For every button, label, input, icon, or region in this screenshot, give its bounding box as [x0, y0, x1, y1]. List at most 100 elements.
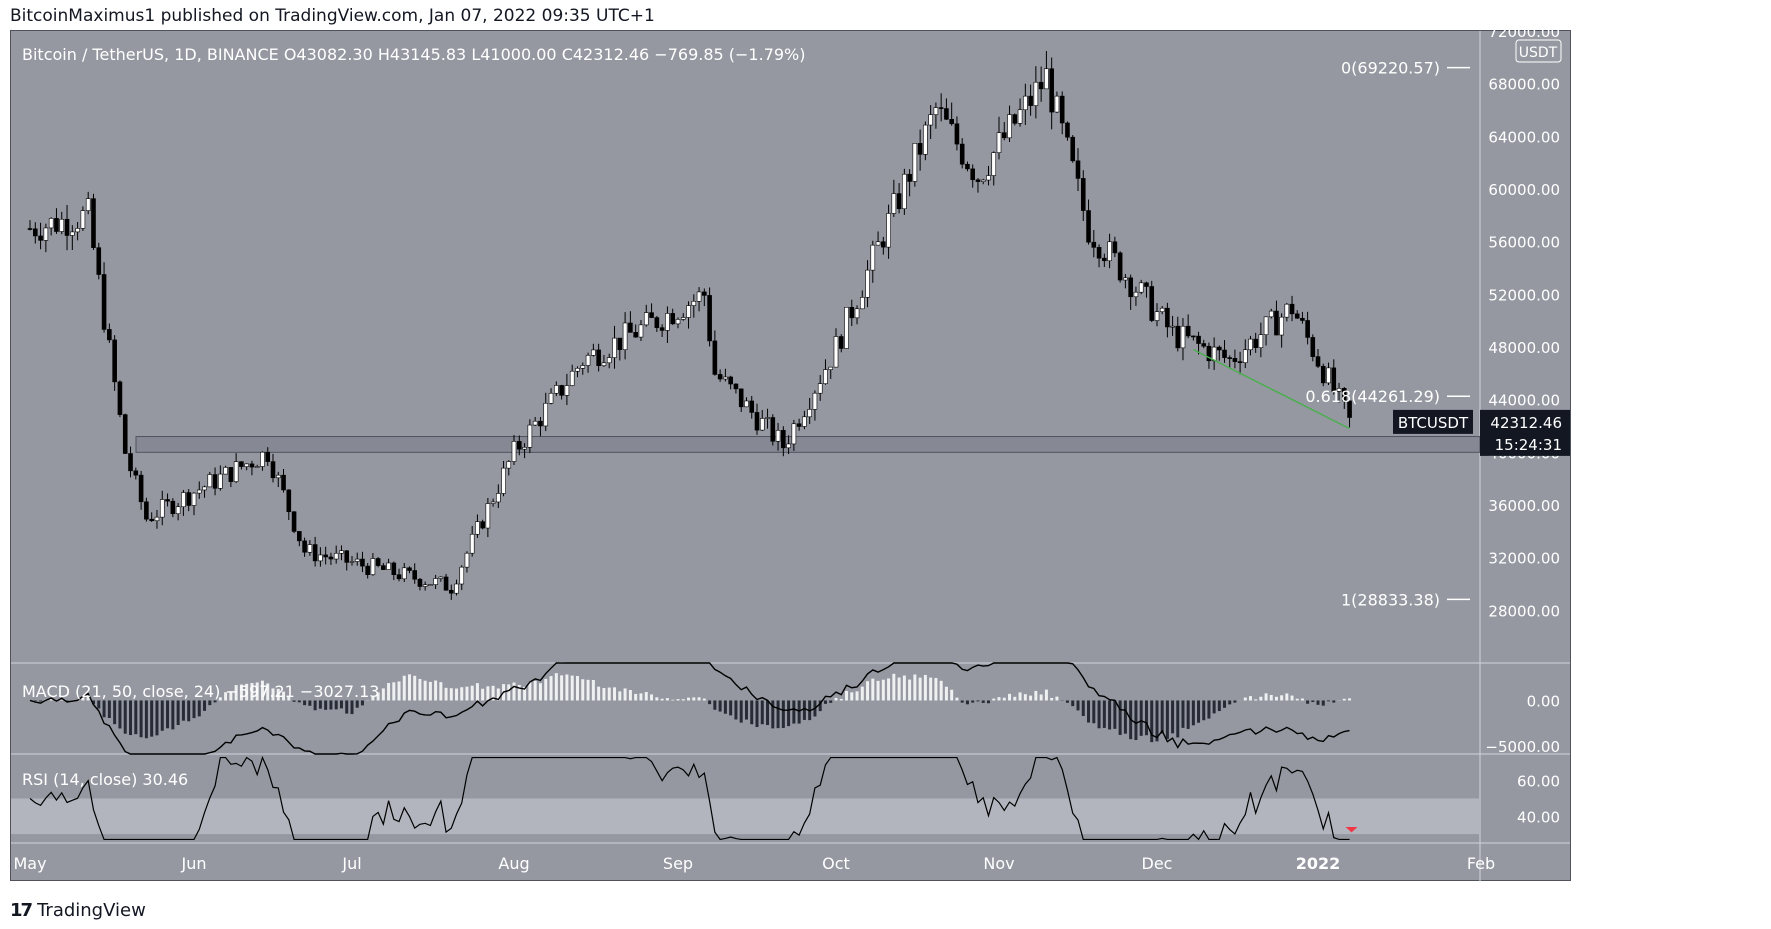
change-value: −769.85 (−1.79%)	[654, 45, 806, 64]
rsi-legend: RSI (14, close) 30.46	[22, 770, 188, 789]
macd-bar	[623, 688, 627, 701]
y-tick-label: 72000.00	[1488, 23, 1560, 41]
candle-body	[975, 179, 981, 182]
tradingview-footer[interactable]: 17 TradingView	[10, 900, 146, 921]
candle-body	[1001, 132, 1007, 139]
candle-body	[70, 231, 75, 236]
candle-body	[712, 340, 718, 375]
macd-bar	[1018, 692, 1022, 701]
candle-body	[912, 143, 918, 182]
low-value: 41000.00	[480, 45, 557, 64]
candle-body	[459, 566, 465, 585]
macd-bar	[871, 678, 875, 701]
candle-body	[170, 500, 176, 515]
candle-body	[591, 349, 596, 356]
candle-body	[96, 247, 102, 275]
macd-bar	[166, 700, 170, 729]
candle-body	[443, 576, 449, 591]
candle-body	[707, 295, 712, 342]
candle-body	[375, 558, 381, 566]
candle-body	[833, 336, 839, 368]
candle-body	[480, 521, 485, 529]
macd-bar	[1118, 700, 1122, 735]
macd-bar	[939, 680, 943, 701]
macd-bar	[866, 681, 870, 701]
macd-bar	[718, 700, 722, 712]
macd-bar	[760, 700, 764, 725]
candle-body	[959, 143, 965, 165]
candle-body	[349, 561, 355, 563]
candle-body	[881, 241, 886, 248]
candle-body	[665, 313, 670, 331]
candle-body	[1112, 241, 1118, 254]
candle-body	[101, 274, 107, 330]
macd-bar	[160, 700, 164, 731]
macd-bar	[960, 700, 964, 703]
candle-body	[1007, 114, 1012, 139]
macd-bar	[697, 697, 701, 701]
x-tick-label: May	[13, 854, 46, 873]
candle-body	[344, 550, 350, 563]
macd-bar	[607, 687, 611, 701]
macd-bar	[997, 697, 1001, 701]
candle-body	[291, 511, 297, 532]
candle-body	[1023, 95, 1028, 111]
macd-bar	[934, 677, 938, 701]
macd-bar	[250, 683, 254, 701]
candle-body	[812, 392, 818, 410]
macd-bar	[944, 686, 948, 701]
macd-bar	[1342, 698, 1346, 701]
y-tick-label: 64000.00	[1488, 128, 1560, 146]
candle-body	[659, 327, 665, 331]
chart-frame[interactable]	[10, 30, 1571, 881]
candle-body	[1059, 95, 1065, 124]
low-key: L	[471, 45, 481, 64]
macd-bar	[1029, 695, 1033, 701]
fib-level-label: 1(28833.38)	[1341, 590, 1440, 609]
candle-body	[744, 400, 749, 408]
candle-body	[254, 466, 260, 468]
macd-bar	[155, 700, 159, 736]
macd-values: −597.21 −3027.13	[225, 682, 380, 701]
candle-body	[569, 370, 575, 386]
rsi-tick-40: 40.00	[1517, 808, 1560, 826]
macd-bar	[1280, 695, 1284, 701]
open-value: 43082.30	[296, 45, 373, 64]
macd-bar	[708, 700, 712, 705]
candle-body	[428, 584, 433, 586]
macd-bar	[597, 686, 601, 701]
candle-body	[802, 416, 807, 427]
macd-bar	[1160, 700, 1164, 734]
macd-bar	[118, 700, 122, 729]
macd-bar	[965, 700, 969, 705]
macd-bar	[602, 687, 606, 701]
candle-body	[80, 210, 86, 229]
macd-bar	[255, 682, 259, 701]
macd-bar	[860, 686, 864, 701]
macd-bar	[81, 697, 85, 701]
candle-body	[564, 385, 570, 396]
macd-bar	[496, 688, 500, 701]
macd-bar	[681, 699, 685, 701]
candle-body	[506, 461, 512, 469]
candle-body	[454, 583, 459, 594]
candle-body	[490, 501, 496, 504]
candle-body	[617, 337, 623, 350]
macd-bar	[887, 678, 891, 701]
macd-bar	[834, 697, 838, 701]
candle-body	[849, 307, 855, 319]
macd-bar	[533, 681, 537, 701]
candle-body	[649, 312, 654, 318]
candle-body	[1310, 337, 1316, 357]
macd-bar	[976, 700, 980, 702]
candle-body	[1268, 310, 1274, 318]
macd-bar	[176, 700, 180, 726]
macd-bar	[1055, 696, 1059, 701]
macd-bar	[1212, 700, 1216, 714]
candle-body	[149, 518, 154, 522]
candles-group	[27, 51, 1352, 600]
macd-bar	[1233, 700, 1237, 703]
candle-body	[796, 423, 802, 427]
candle-body	[244, 463, 249, 467]
